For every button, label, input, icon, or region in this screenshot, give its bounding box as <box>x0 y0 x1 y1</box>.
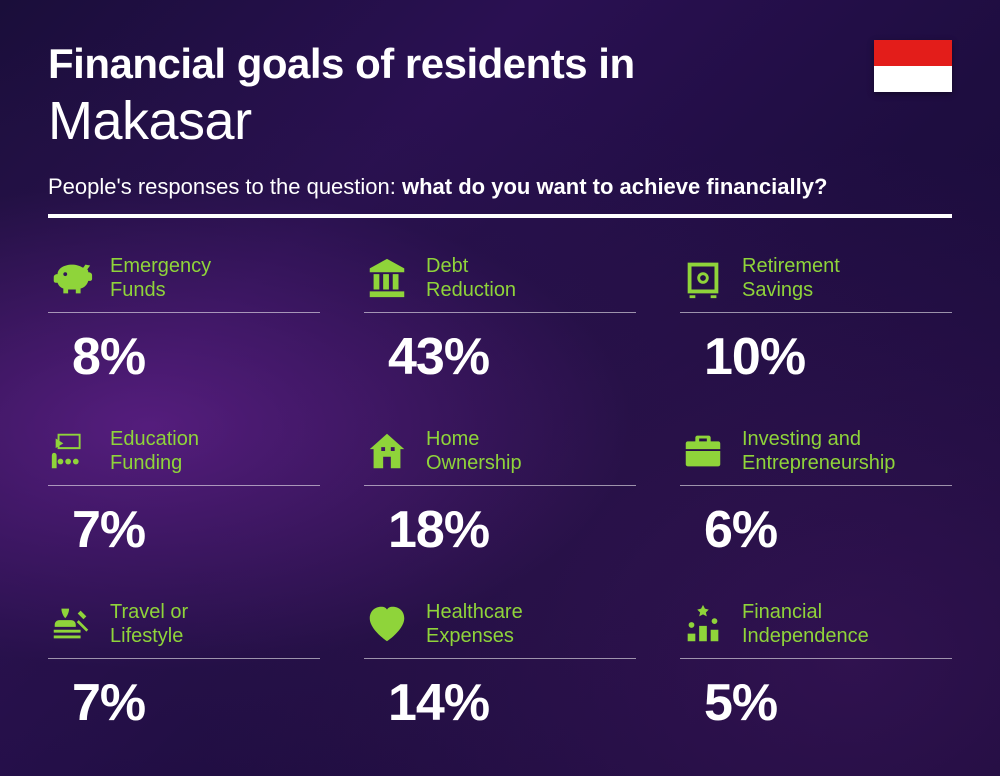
subtitle-question: what do you want to achieve financially? <box>402 174 827 199</box>
goal-label: FinancialIndependence <box>742 600 869 648</box>
goal-value: 8% <box>48 327 320 387</box>
goal-value: 7% <box>48 673 320 733</box>
goal-item-head: EmergencyFunds <box>48 254 320 313</box>
piggy-bank-icon <box>48 255 94 301</box>
goal-label: DebtReduction <box>426 254 516 302</box>
flag-bottom-stripe <box>874 66 952 92</box>
goal-item-head: FinancialIndependence <box>680 600 952 659</box>
goal-value: 6% <box>680 500 952 560</box>
goal-value: 7% <box>48 500 320 560</box>
flag-top-stripe <box>874 40 952 66</box>
goal-item-head: Travel orLifestyle <box>48 600 320 659</box>
goal-item: EmergencyFunds 8% <box>48 254 320 387</box>
goal-item-head: RetirementSavings <box>680 254 952 313</box>
goal-item-head: EducationFunding <box>48 427 320 486</box>
goal-value: 5% <box>680 673 952 733</box>
subtitle: People's responses to the question: what… <box>48 174 952 200</box>
goal-label: Investing andEntrepreneurship <box>742 427 895 475</box>
goal-item-head: HomeOwnership <box>364 427 636 486</box>
goal-label: HealthcareExpenses <box>426 600 523 648</box>
goal-item: HealthcareExpenses 14% <box>364 600 636 733</box>
goal-label: EmergencyFunds <box>110 254 211 302</box>
goal-label: EducationFunding <box>110 427 199 475</box>
goal-value: 43% <box>364 327 636 387</box>
goal-value: 18% <box>364 500 636 560</box>
goal-item-head: Investing andEntrepreneurship <box>680 427 952 486</box>
podium-icon <box>680 601 726 647</box>
title-line2: Makasar <box>48 90 952 152</box>
education-icon <box>48 428 94 474</box>
bank-icon <box>364 255 410 301</box>
goal-item-head: DebtReduction <box>364 254 636 313</box>
header-divider <box>48 214 952 218</box>
healthcare-icon <box>364 601 410 647</box>
house-icon <box>364 428 410 474</box>
briefcase-icon <box>680 428 726 474</box>
goal-item: FinancialIndependence 5% <box>680 600 952 733</box>
safe-icon <box>680 255 726 301</box>
travel-icon <box>48 601 94 647</box>
goal-item-head: HealthcareExpenses <box>364 600 636 659</box>
goal-item: EducationFunding 7% <box>48 427 320 560</box>
goal-item: DebtReduction 43% <box>364 254 636 387</box>
goal-label: HomeOwnership <box>426 427 522 475</box>
goals-grid: EmergencyFunds 8% DebtReduction 43% Retireme… <box>48 254 952 733</box>
goal-item: Travel orLifestyle 7% <box>48 600 320 733</box>
title-line1: Financial goals of residents in <box>48 40 952 88</box>
subtitle-prefix: People's responses to the question: <box>48 174 402 199</box>
goal-label: Travel orLifestyle <box>110 600 188 648</box>
goal-item: HomeOwnership 18% <box>364 427 636 560</box>
goal-item: RetirementSavings 10% <box>680 254 952 387</box>
goal-label: RetirementSavings <box>742 254 840 302</box>
country-flag <box>874 40 952 92</box>
goal-value: 10% <box>680 327 952 387</box>
goal-item: Investing andEntrepreneurship 6% <box>680 427 952 560</box>
goal-value: 14% <box>364 673 636 733</box>
